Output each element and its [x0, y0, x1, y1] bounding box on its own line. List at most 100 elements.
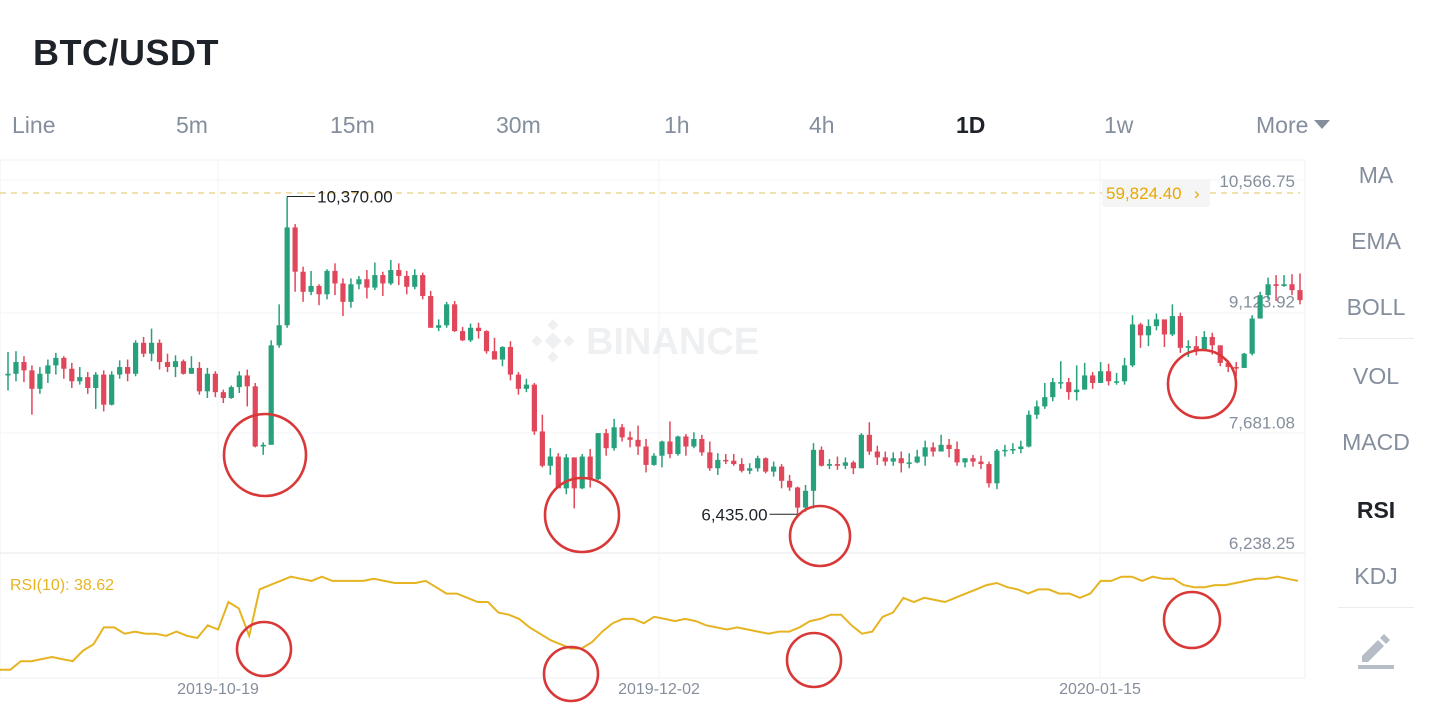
candle-body	[1074, 389, 1080, 393]
candle-body	[587, 456, 593, 480]
candle-body	[1137, 324, 1144, 336]
candle-body	[444, 304, 450, 326]
chart-frame	[0, 159, 1306, 679]
highlight-circle	[542, 645, 600, 703]
candle-body	[786, 480, 793, 488]
candle-body	[340, 283, 346, 302]
candle-body	[69, 368, 75, 382]
watermark-text: BINANCE	[586, 321, 759, 363]
candle-body	[364, 279, 370, 288]
indicator-macd[interactable]: MACD	[1342, 429, 1410, 455]
candle-body	[978, 461, 984, 465]
candle-body	[164, 362, 171, 368]
candle-body	[1098, 371, 1104, 383]
candle-body	[1066, 382, 1072, 393]
tab-5m[interactable]: 5m	[176, 112, 208, 138]
highlight-circle	[1166, 348, 1238, 420]
candle-body	[810, 449, 817, 491]
candle-body	[771, 466, 777, 472]
candle-body	[21, 362, 27, 371]
candle-body	[1090, 375, 1096, 383]
price-axis-label: 6,238.25	[1229, 534, 1295, 553]
candle-body	[1201, 336, 1207, 351]
tab-line[interactable]: Line	[12, 112, 56, 138]
tab-1h[interactable]: 1h	[664, 112, 690, 138]
indicator-vol[interactable]: VOL	[1352, 363, 1400, 389]
candle-body	[133, 342, 139, 374]
tab-15m[interactable]: 15m	[330, 112, 375, 138]
chart-grid	[0, 159, 1306, 679]
candle-body	[723, 459, 729, 462]
candle-body	[946, 444, 952, 450]
candle-body	[1153, 319, 1160, 327]
candle-body	[1249, 318, 1255, 354]
candle-body	[667, 441, 673, 455]
candle-body	[1042, 397, 1048, 407]
candle-body	[372, 275, 378, 288]
candle-body	[101, 374, 107, 405]
candle-body	[45, 365, 51, 374]
candle-body	[1121, 365, 1128, 382]
tab-30m[interactable]: 30m	[496, 112, 541, 138]
candle-body	[117, 367, 123, 375]
candle-body	[691, 438, 697, 447]
indicator-boll[interactable]: BOLL	[1346, 294, 1406, 320]
x-tick-label: 2020-01-15	[1059, 681, 1141, 698]
candle-body	[172, 361, 179, 368]
indicator-kdj[interactable]: KDJ	[1354, 563, 1398, 589]
candle-body	[739, 464, 745, 471]
candle-body	[412, 275, 418, 287]
candle-body	[212, 373, 218, 393]
candle-body	[1034, 406, 1040, 415]
candle-body	[1177, 316, 1183, 348]
candle-body	[1265, 284, 1271, 296]
candle-body	[579, 456, 585, 489]
x-axis: 2019-10-19 2019-12-02 2020-01-15	[177, 681, 1141, 698]
candle-body	[1297, 290, 1303, 301]
pencil-icon[interactable]	[1356, 632, 1396, 672]
candle-body	[970, 458, 976, 462]
candle-body	[220, 392, 226, 399]
candle-body	[1289, 284, 1295, 291]
candle-body	[699, 438, 705, 453]
tab-4h[interactable]: 4h	[809, 112, 835, 138]
candle-body	[1273, 284, 1279, 286]
candle-body	[459, 331, 466, 341]
candle-body	[53, 357, 59, 366]
candle-body	[643, 446, 649, 465]
candle-body	[683, 436, 689, 447]
candle-body	[1010, 449, 1016, 451]
candle-body	[930, 447, 936, 452]
candle-body	[898, 458, 904, 464]
candle-body	[635, 439, 641, 447]
tab-1d[interactable]: 1D	[956, 112, 986, 138]
candle-body	[890, 458, 896, 462]
highlight-circles	[222, 348, 1238, 703]
tab-1w[interactable]: 1w	[1104, 112, 1134, 138]
indicator-ema[interactable]: EMA	[1351, 228, 1401, 254]
candle-body	[348, 284, 354, 302]
candle-body	[651, 455, 657, 465]
candle-body	[1169, 316, 1175, 335]
candle-body	[779, 466, 785, 481]
candle-body	[196, 367, 203, 392]
candle-body	[1193, 346, 1199, 351]
candle-body	[619, 427, 625, 438]
candle-body	[763, 458, 769, 472]
candle-body	[1018, 446, 1024, 450]
candle-body	[954, 449, 960, 463]
candle-body	[715, 459, 721, 469]
candle-body	[475, 327, 482, 332]
interval-tabs: Line 5m 15m 30m 1h 4h 1D 1w More	[0, 112, 1340, 148]
indicator-rsi[interactable]: RSI	[1356, 497, 1396, 523]
candle-body	[467, 327, 474, 341]
candle-body	[627, 437, 633, 440]
indicator-ma[interactable]: MA	[1358, 162, 1394, 188]
candle-body	[5, 373, 11, 376]
candle-body	[547, 456, 553, 466]
current-price-tag[interactable]: 59,824.40 ›	[1102, 179, 1210, 207]
highlight-circle	[235, 620, 293, 678]
candle-body	[260, 444, 266, 447]
tab-more[interactable]: More	[1256, 112, 1331, 139]
